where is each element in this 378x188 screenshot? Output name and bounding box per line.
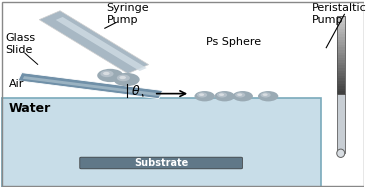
Circle shape <box>258 91 278 101</box>
Polygon shape <box>18 73 163 99</box>
Bar <box>337 76 345 78</box>
Circle shape <box>113 73 140 86</box>
Bar <box>337 21 345 24</box>
Bar <box>337 65 345 68</box>
Text: Peristaltic
Pump: Peristaltic Pump <box>312 3 366 25</box>
Bar <box>337 19 345 21</box>
Bar <box>337 78 345 81</box>
Bar <box>337 86 345 89</box>
Bar <box>337 29 345 32</box>
Circle shape <box>199 93 204 96</box>
Text: Substrate: Substrate <box>134 158 188 168</box>
Bar <box>337 58 345 60</box>
Bar <box>337 52 345 55</box>
Bar <box>337 26 345 29</box>
Polygon shape <box>56 17 147 71</box>
Ellipse shape <box>337 149 345 157</box>
Circle shape <box>101 70 113 77</box>
Bar <box>337 47 345 50</box>
Bar <box>2 98 321 187</box>
Circle shape <box>217 92 227 98</box>
Circle shape <box>194 91 215 101</box>
Bar <box>337 89 345 91</box>
Circle shape <box>232 91 253 101</box>
Bar <box>337 73 345 76</box>
Bar <box>337 83 345 86</box>
Bar <box>337 16 345 94</box>
Bar <box>337 42 345 45</box>
Polygon shape <box>39 11 149 74</box>
Circle shape <box>237 93 242 96</box>
Circle shape <box>103 72 110 75</box>
Circle shape <box>235 92 245 98</box>
Circle shape <box>260 92 271 98</box>
Bar <box>337 81 345 84</box>
Bar <box>337 63 345 65</box>
Text: Syringe
Pump: Syringe Pump <box>107 3 149 25</box>
Bar <box>337 70 345 73</box>
Bar <box>337 45 345 47</box>
Circle shape <box>197 92 207 98</box>
Bar <box>337 60 345 63</box>
Polygon shape <box>23 76 161 96</box>
Text: Water: Water <box>9 102 51 115</box>
Bar <box>337 24 345 27</box>
Bar <box>337 68 345 71</box>
Bar <box>337 39 345 42</box>
Circle shape <box>97 69 123 82</box>
Bar <box>337 55 345 58</box>
Bar <box>337 32 345 34</box>
FancyBboxPatch shape <box>80 157 242 169</box>
Bar <box>337 16 345 19</box>
Circle shape <box>219 93 224 96</box>
Circle shape <box>119 76 126 79</box>
Circle shape <box>117 75 130 81</box>
Text: Ps Sphere: Ps Sphere <box>206 37 262 47</box>
Bar <box>337 50 345 52</box>
Circle shape <box>263 93 268 96</box>
Text: Glass
Slide: Glass Slide <box>5 33 35 55</box>
Circle shape <box>214 91 235 101</box>
Bar <box>337 91 345 94</box>
Text: Air: Air <box>9 79 24 89</box>
Bar <box>337 94 345 153</box>
Bar <box>337 37 345 39</box>
Bar <box>337 34 345 37</box>
Text: θ: θ <box>132 85 140 98</box>
